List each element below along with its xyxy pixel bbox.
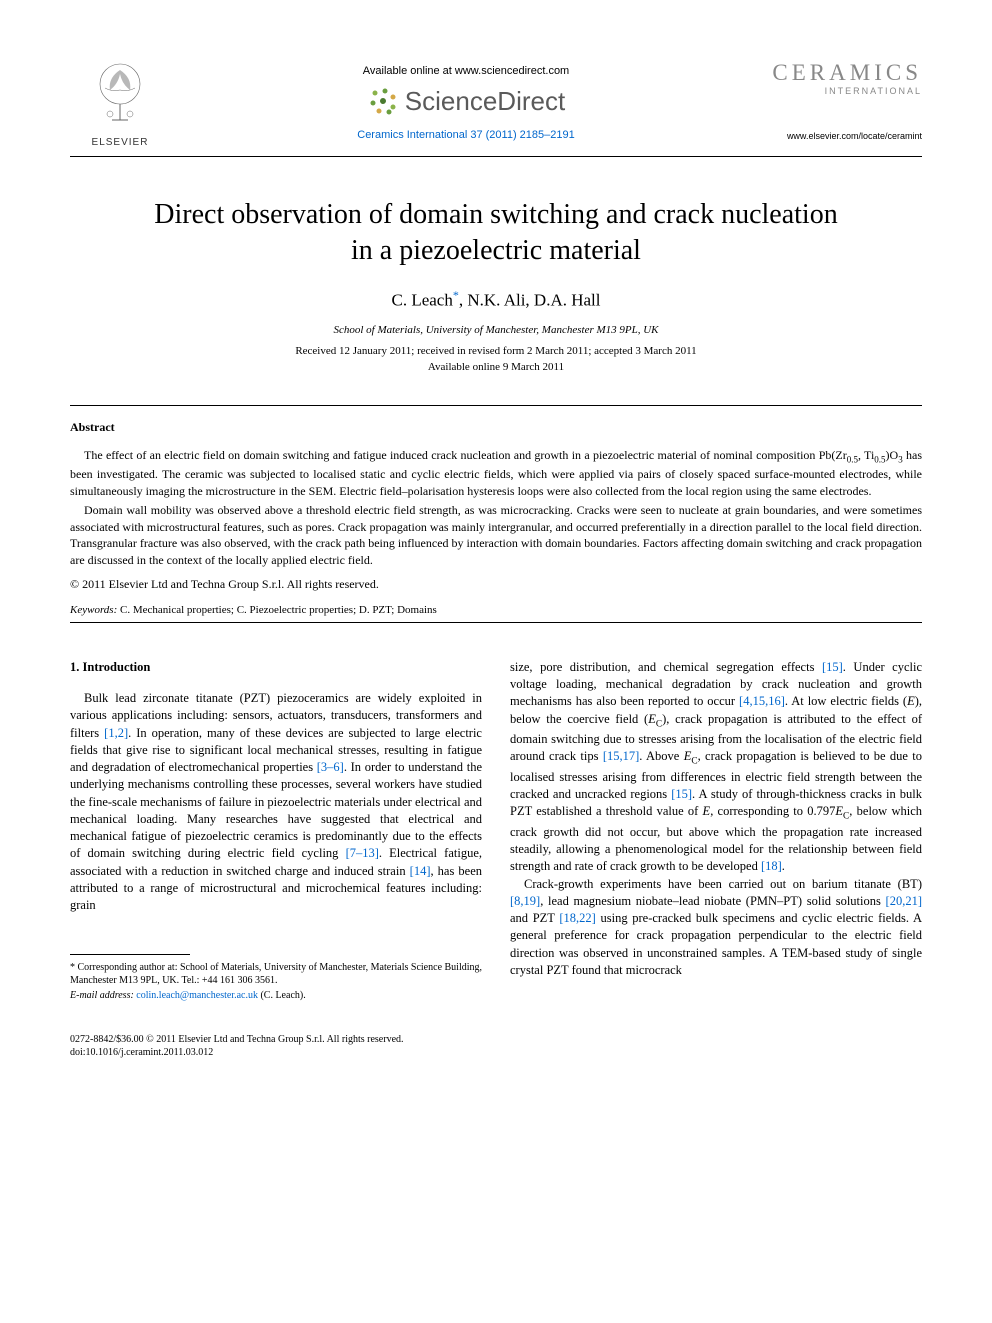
abstract-para-2: Domain wall mobility was observed above … xyxy=(70,502,922,569)
abstract-heading: Abstract xyxy=(70,420,922,435)
ref-link[interactable]: [8,19] xyxy=(510,894,540,908)
ref-link[interactable]: [4,15,16] xyxy=(739,694,785,708)
ceramics-title: CERAMICS xyxy=(762,60,922,86)
right-column: size, pore distribution, and chemical se… xyxy=(510,659,922,1003)
ref-link[interactable]: [15,17] xyxy=(603,749,639,763)
journal-reference[interactable]: Ceramics International 37 (2011) 2185–21… xyxy=(170,129,762,141)
ref-link[interactable]: [3–6] xyxy=(317,760,344,774)
ref-link[interactable]: [20,21] xyxy=(886,894,922,908)
sciencedirect-icon xyxy=(367,85,399,117)
author-corresponding: C. Leach xyxy=(391,290,452,309)
affiliation: School of Materials, University of Manch… xyxy=(70,324,922,336)
footer-copyright: 0272-8842/$36.00 © 2011 Elsevier Ltd and… xyxy=(70,1033,922,1046)
sciencedirect-text: ScienceDirect xyxy=(405,86,565,117)
available-online-text: Available online at www.sciencedirect.co… xyxy=(170,65,762,77)
locate-url: www.elsevier.com/locate/ceramint xyxy=(762,131,922,141)
abstract-top-rule xyxy=(70,405,922,406)
abstract-copyright: © 2011 Elsevier Ltd and Techna Group S.r… xyxy=(70,577,922,592)
header-rule xyxy=(70,156,922,157)
footnote-email-line: E-mail address: colin.leach@manchester.a… xyxy=(70,989,482,1003)
ref-link[interactable]: [14] xyxy=(410,864,431,878)
keywords-values: C. Mechanical properties; C. Piezoelectr… xyxy=(117,604,437,616)
intro-para-2: Crack-growth experiments have been carri… xyxy=(510,876,922,980)
ref-link[interactable]: [15] xyxy=(671,787,692,801)
intro-para-1: Bulk lead zirconate titanate (PZT) piezo… xyxy=(70,690,482,914)
keywords-bottom-rule xyxy=(70,622,922,623)
intro-para-1-cont: size, pore distribution, and chemical se… xyxy=(510,659,922,876)
abstract-para-1: The effect of an electric field on domai… xyxy=(70,447,922,500)
elsevier-label: ELSEVIER xyxy=(70,137,170,148)
elsevier-tree-icon xyxy=(90,60,150,130)
article-dates: Received 12 January 2011; received in re… xyxy=(70,344,922,375)
dates-line-1: Received 12 January 2011; received in re… xyxy=(295,345,696,357)
footnote-rule xyxy=(70,954,190,955)
page-footer: 0272-8842/$36.00 © 2011 Elsevier Ltd and… xyxy=(70,1033,922,1059)
ref-link[interactable]: [18] xyxy=(761,859,782,873)
keywords-line: Keywords: C. Mechanical properties; C. P… xyxy=(70,604,922,616)
email-label: E-mail address: xyxy=(70,990,134,1001)
ref-link[interactable]: [18,22] xyxy=(559,911,595,925)
intro-heading: 1. Introduction xyxy=(70,659,482,676)
ref-link[interactable]: [1,2] xyxy=(104,726,128,740)
ref-link[interactable]: [15] xyxy=(822,660,843,674)
elsevier-logo-block: ELSEVIER xyxy=(70,60,170,148)
keywords-label: Keywords: xyxy=(70,604,117,616)
publisher-banner: ELSEVIER Available online at www.science… xyxy=(70,60,922,148)
email-link[interactable]: colin.leach@manchester.ac.uk xyxy=(134,990,258,1001)
authors-rest: , N.K. Ali, D.A. Hall xyxy=(459,290,601,309)
dates-line-2: Available online 9 March 2011 xyxy=(428,361,564,373)
footer-doi: doi:10.1016/j.ceramint.2011.03.012 xyxy=(70,1046,922,1059)
article-title: Direct observation of domain switching a… xyxy=(146,197,846,270)
corresponding-footnote: * Corresponding author at: School of Mat… xyxy=(70,961,482,987)
authors-line: C. Leach*, N.K. Ali, D.A. Hall xyxy=(70,288,922,311)
left-column: 1. Introduction Bulk lead zirconate tita… xyxy=(70,659,482,1003)
ref-link[interactable]: [7–13] xyxy=(346,846,379,860)
center-header-block: Available online at www.sciencedirect.co… xyxy=(170,60,762,141)
sciencedirect-row: ScienceDirect xyxy=(170,85,762,117)
journal-brand-block: CERAMICS INTERNATIONAL www.elsevier.com/… xyxy=(762,60,922,141)
ceramics-subtitle: INTERNATIONAL xyxy=(762,86,922,96)
body-columns: 1. Introduction Bulk lead zirconate tita… xyxy=(70,659,922,1003)
